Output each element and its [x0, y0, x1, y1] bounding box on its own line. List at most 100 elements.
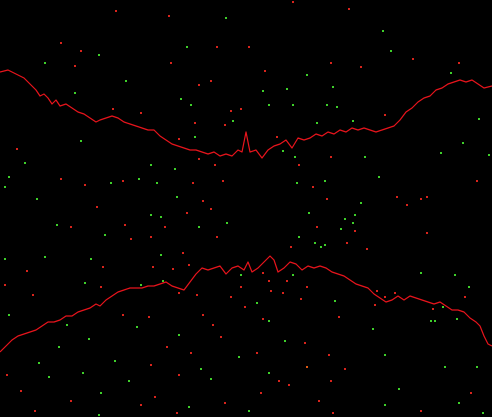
- dot-red: [80, 50, 82, 52]
- dot-red: [270, 290, 272, 292]
- dot-red: [248, 46, 250, 48]
- dot-green: [4, 258, 6, 260]
- dot-green: [56, 224, 58, 226]
- dot-green: [4, 186, 6, 188]
- dot-red: [288, 384, 290, 386]
- dot-green: [314, 242, 316, 244]
- dot-red: [96, 206, 98, 208]
- dot-green: [98, 54, 100, 56]
- dot-red: [102, 266, 104, 268]
- dot-green: [24, 162, 26, 164]
- dot-red: [306, 286, 308, 288]
- dot-red: [286, 280, 288, 282]
- dot-green: [114, 360, 116, 362]
- dot-green: [298, 236, 300, 238]
- dot-green: [384, 354, 386, 356]
- dot-red: [186, 212, 188, 214]
- dot-red: [172, 268, 174, 270]
- dot-red: [338, 316, 340, 318]
- dot-red: [420, 198, 422, 200]
- dot-green: [140, 284, 142, 286]
- dot-red: [316, 226, 318, 228]
- dot-red: [178, 292, 180, 294]
- dot-red: [328, 354, 330, 356]
- dot-green: [226, 222, 228, 224]
- dot-green: [80, 140, 82, 142]
- dot-red: [74, 65, 76, 67]
- dot-red: [396, 196, 398, 198]
- dot-green: [440, 152, 442, 154]
- dot-green: [150, 214, 152, 216]
- dot-red: [34, 410, 36, 412]
- dot-green: [458, 402, 460, 404]
- dot-red: [216, 236, 218, 238]
- dot-red: [26, 270, 28, 272]
- dot-red: [198, 158, 200, 160]
- dot-green: [128, 380, 130, 382]
- dot-red: [115, 10, 117, 12]
- dot-red: [376, 290, 378, 292]
- dot-green: [44, 62, 46, 64]
- dot-red: [70, 226, 72, 228]
- dot-green: [354, 214, 356, 216]
- dot-red: [426, 232, 428, 234]
- dot-green: [324, 244, 326, 246]
- dot-green: [48, 376, 50, 378]
- dot-red: [122, 314, 124, 316]
- dot-green: [294, 156, 296, 158]
- dot-red: [256, 352, 258, 354]
- dot-red: [412, 58, 414, 60]
- dot-red: [298, 164, 300, 166]
- dot-red: [244, 306, 246, 308]
- dot-green: [256, 302, 258, 304]
- dot-red: [60, 178, 62, 180]
- dot-red: [264, 70, 266, 72]
- dot-red: [374, 304, 376, 306]
- dot-green: [372, 328, 374, 330]
- dot-red: [216, 46, 218, 48]
- dot-green: [156, 182, 158, 184]
- dot-red: [210, 208, 212, 210]
- dot-red: [196, 294, 198, 296]
- dot-red: [112, 108, 114, 110]
- dot-red: [212, 324, 214, 326]
- dot-red: [366, 248, 368, 250]
- dot-green: [306, 74, 308, 76]
- dot-green: [292, 274, 294, 276]
- dot-green: [98, 414, 100, 416]
- dot-red: [84, 184, 86, 186]
- dot-red: [470, 392, 472, 394]
- dot-green: [308, 212, 310, 214]
- dot-red: [210, 80, 212, 82]
- dot-green: [186, 46, 188, 48]
- dot-red: [344, 368, 346, 370]
- dot-green: [160, 254, 162, 256]
- dot-green: [100, 392, 102, 394]
- dot-red: [240, 108, 242, 110]
- dot-orange: [306, 366, 308, 368]
- dot-green: [450, 72, 452, 74]
- dot-green: [292, 104, 294, 106]
- dot-red: [240, 286, 242, 288]
- dot-red: [154, 396, 156, 398]
- dot-green: [384, 404, 386, 406]
- dot-green: [225, 17, 227, 19]
- dot-red: [420, 410, 422, 412]
- dot-green: [190, 104, 192, 106]
- dot-green: [334, 300, 336, 302]
- dot-red: [394, 292, 396, 294]
- dot-red: [230, 296, 232, 298]
- dot-green: [162, 280, 164, 282]
- dot-red: [168, 15, 170, 17]
- dot-red: [178, 138, 180, 140]
- dot-green: [176, 196, 178, 198]
- dot-green: [160, 216, 162, 218]
- dot-red: [130, 238, 132, 240]
- dot-red: [150, 236, 152, 238]
- dot-red: [222, 180, 224, 182]
- dot-red: [140, 112, 142, 114]
- dot-red: [182, 252, 184, 254]
- dot-green: [268, 104, 270, 106]
